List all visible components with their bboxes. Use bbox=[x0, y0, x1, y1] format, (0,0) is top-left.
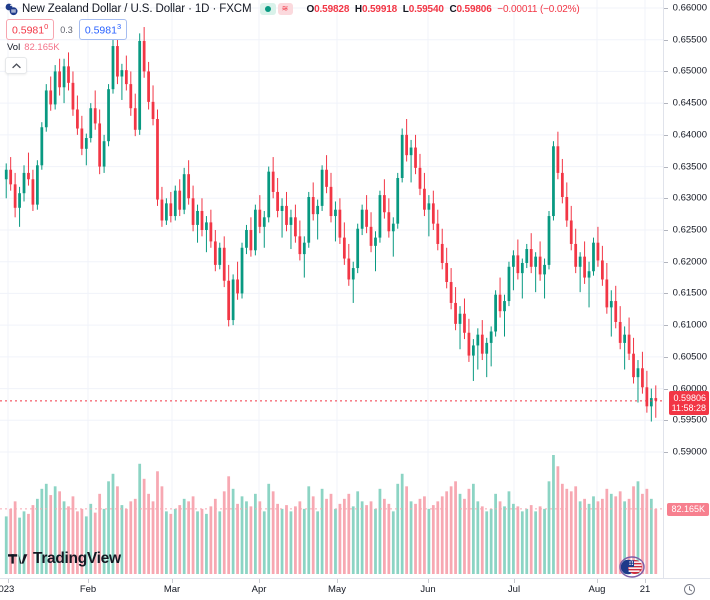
price-tick-mark bbox=[664, 134, 668, 136]
price-tick-label-12: 0.60000 bbox=[672, 383, 707, 395]
tradingview-watermark: TradingView bbox=[8, 549, 121, 569]
price-tick-label-14: 0.59000 bbox=[672, 446, 707, 458]
price-tick-mark bbox=[664, 8, 668, 9]
chevron-up-icon bbox=[11, 62, 21, 68]
time-tick-label-6: Jul bbox=[507, 584, 521, 595]
currency-pair-badge-icon bbox=[619, 556, 645, 578]
price-tick-mark bbox=[664, 356, 668, 358]
price-tick-label-7: 0.62500 bbox=[672, 224, 707, 236]
market-status-dot-icon[interactable] bbox=[259, 3, 276, 15]
price-tick-label-0: 0.66000 bbox=[672, 2, 707, 14]
price-tick-label-5: 0.63500 bbox=[672, 161, 707, 173]
high-value: 0.59918 bbox=[361, 3, 398, 15]
spread-value: 0.3 bbox=[60, 24, 73, 35]
close-label: C bbox=[449, 3, 457, 15]
timezone-clock-icon[interactable] bbox=[683, 583, 696, 596]
time-tick-mark bbox=[172, 579, 173, 583]
volume-legend[interactable]: Vol 82.165K bbox=[7, 42, 60, 53]
price-tick-label-4: 0.64000 bbox=[672, 129, 707, 141]
change-value: −0.00011 (−0.02%) bbox=[497, 3, 580, 15]
high-label: H bbox=[354, 3, 362, 15]
price-tick-mark bbox=[664, 103, 668, 105]
price-tick-mark bbox=[664, 198, 668, 200]
time-tick-mark bbox=[428, 579, 429, 583]
time-tick-mark bbox=[259, 579, 260, 583]
time-tick-label-1: Feb bbox=[79, 584, 97, 595]
symbol-title: New Zealand Dollar / U.S. Dollar · 1D · … bbox=[22, 3, 252, 15]
time-tick-label-4: May bbox=[328, 584, 346, 595]
time-tick-label-0: 023 bbox=[0, 584, 15, 595]
time-tick-label-5: Jun bbox=[420, 584, 436, 595]
price-tick-label-2: 0.65000 bbox=[672, 65, 707, 77]
bid-price-box[interactable]: 0.59810 bbox=[6, 19, 55, 40]
price-tick-mark bbox=[664, 325, 668, 327]
chart-plot-area[interactable] bbox=[0, 0, 663, 578]
ask-price-fraction: 3 bbox=[116, 22, 122, 32]
price-tick-mark bbox=[664, 230, 668, 231]
bid-price-value: 0.5981 bbox=[12, 24, 45, 37]
time-tick-mark bbox=[88, 579, 89, 583]
ask-price-box[interactable]: 0.59813 bbox=[78, 19, 128, 40]
bid-price-fraction: 0 bbox=[44, 22, 49, 32]
current-price-time: 11:58:28 bbox=[671, 402, 706, 413]
time-tick-label-3: Apr bbox=[251, 584, 267, 595]
symbol-flag-icon bbox=[5, 3, 18, 16]
low-value: 0.59540 bbox=[408, 3, 444, 15]
low-label: L bbox=[402, 3, 409, 15]
time-tick-mark bbox=[337, 579, 338, 583]
price-tick-mark bbox=[664, 166, 668, 168]
price-tick-mark bbox=[664, 452, 668, 453]
price-tick-label-6: 0.63000 bbox=[672, 192, 707, 204]
tradingview-watermark-text: TradingView bbox=[33, 550, 121, 567]
price-tick-mark bbox=[664, 39, 668, 41]
volume-legend-label: Vol bbox=[7, 42, 21, 53]
price-tick-label-1: 0.65500 bbox=[672, 34, 707, 46]
price-tick-label-11: 0.60500 bbox=[672, 351, 707, 363]
price-tick-label-13: 0.59500 bbox=[672, 414, 707, 426]
open-value: 0.59828 bbox=[314, 3, 350, 15]
time-axis[interactable]: 023 Feb Mar Apr May Jun Jul Aug 21 bbox=[0, 578, 710, 600]
chart-header: New Zealand Dollar / U.S. Dollar · 1D · … bbox=[0, 0, 710, 18]
time-tick-mark bbox=[8, 579, 9, 583]
price-tick-mark bbox=[664, 388, 668, 390]
price-tick-label-3: 0.64500 bbox=[672, 97, 707, 109]
time-tick-mark bbox=[597, 579, 598, 583]
price-tick-mark bbox=[664, 293, 668, 295]
current-price-value: 0.59806 bbox=[673, 392, 706, 403]
ask-price-value: 0.5981 bbox=[84, 24, 117, 37]
price-tick-mark bbox=[664, 261, 668, 263]
time-tick-label-7: Aug bbox=[588, 584, 606, 595]
current-volume-badge[interactable]: 82.165K bbox=[667, 502, 709, 516]
open-label: O bbox=[306, 3, 315, 15]
price-tick-label-10: 0.61000 bbox=[672, 319, 707, 331]
ohlc-readout: O0.59828 H0.59918 L0.59540 C0.59806 −0.0… bbox=[307, 4, 583, 15]
time-tick-label-2: Mar bbox=[163, 584, 181, 595]
price-axis[interactable]: 0.66000 0.65500 0.65000 0.64500 0.64000 0.635… bbox=[663, 0, 710, 578]
quote-row: 0.59810 0.3 0.59813 bbox=[6, 19, 128, 40]
volume-legend-value: 82.165K bbox=[24, 42, 60, 53]
price-tick-label-8: 0.62000 bbox=[672, 256, 707, 268]
chart-settings-icon[interactable]: ≋ bbox=[277, 3, 293, 15]
price-tick-mark bbox=[664, 420, 668, 422]
current-price-badge[interactable]: 0.59806 11:58:28 bbox=[668, 390, 709, 415]
time-tick-mark bbox=[645, 579, 646, 583]
collapse-pane-button[interactable] bbox=[5, 57, 27, 74]
close-value: 0.59806 bbox=[456, 3, 492, 15]
time-tick-mark bbox=[514, 579, 515, 583]
tradingview-logo-icon bbox=[8, 554, 28, 564]
time-tick-label-8: 21 bbox=[639, 584, 651, 595]
price-tick-mark bbox=[664, 71, 668, 73]
price-tick-label-9: 0.61500 bbox=[672, 287, 707, 299]
